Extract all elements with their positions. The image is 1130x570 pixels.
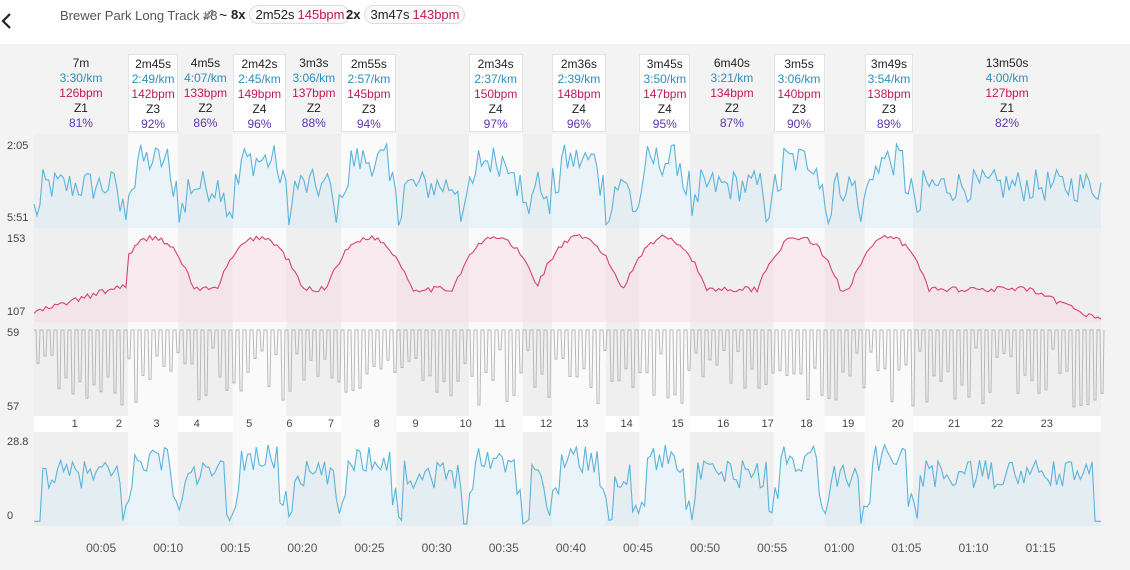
back-chevron-icon[interactable] [0,10,14,32]
hr-series-area [34,234,1101,322]
interval-group-1: 8x 2m52s 145bpm [231,5,351,24]
group-count: 2x [346,7,361,22]
cadence-line [34,329,1105,408]
group-duration: 3m47s [370,7,410,22]
hr-series-line [33,233,1102,320]
workout-chart[interactable] [0,44,1130,570]
group-duration: 2m52s [255,7,295,22]
group-summary-pill[interactable]: 3m47s 143bpm [364,5,466,24]
pace-series-area [34,144,1101,228]
group-summary-pill[interactable]: 2m52s 145bpm [249,5,351,24]
speed-series-line [34,442,1101,525]
group-hr: 143bpm [412,7,460,22]
tilde-separator: ~ [219,7,228,23]
top-bar: Brewer Park Long Track #8 ~ 8x 2m52s 145… [0,0,1130,45]
group-count: 8x [231,7,246,22]
group-hr: 145bpm [297,7,345,22]
workout-title: Brewer Park Long Track #8 [60,8,218,23]
pace-series-line [33,141,1102,226]
interval-group-2: 2x 3m47s 143bpm [346,5,466,24]
speed-series-area [34,444,1101,526]
edit-pencil-icon[interactable] [203,7,215,21]
